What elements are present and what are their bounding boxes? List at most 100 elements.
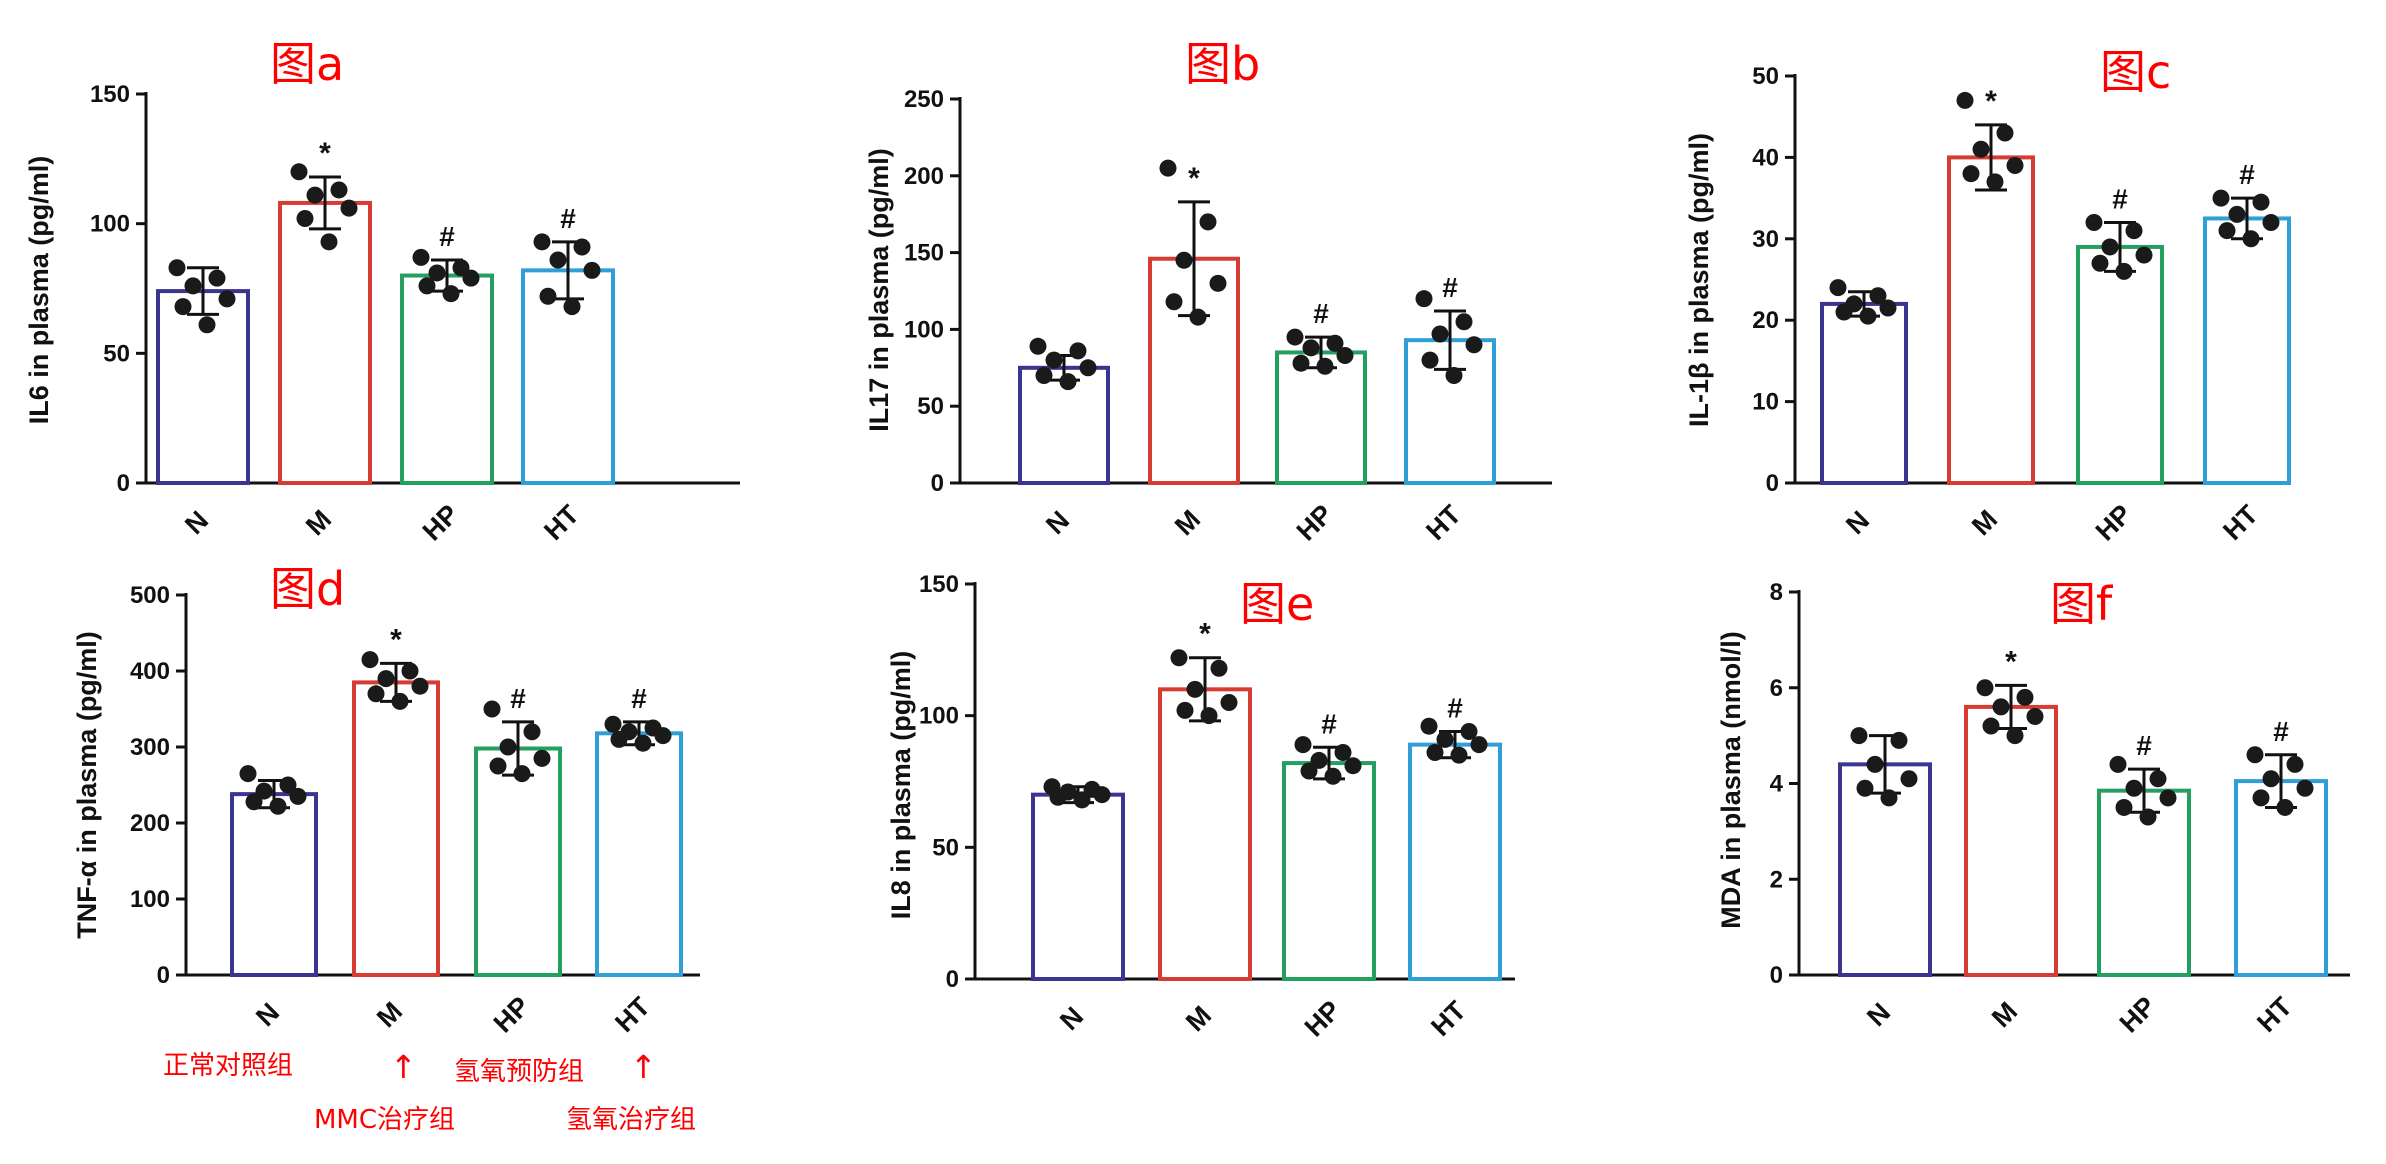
category-label-M: M xyxy=(1169,504,1206,541)
data-point xyxy=(1210,659,1228,677)
data-point xyxy=(1336,347,1354,365)
data-point xyxy=(1059,373,1077,391)
panel-label: 图b xyxy=(1185,37,1260,91)
category-label-HP: HP xyxy=(1299,995,1347,1043)
data-point xyxy=(489,757,507,775)
data-point xyxy=(367,685,385,703)
data-point xyxy=(411,677,429,695)
data-point xyxy=(208,269,226,287)
significance-marker: * xyxy=(1985,85,1997,118)
category-label-HT: HT xyxy=(2251,991,2298,1038)
data-point xyxy=(2218,222,2236,240)
y-tick-label: 40 xyxy=(1752,144,1779,171)
y-tick-label: 0 xyxy=(931,470,944,497)
bar-M xyxy=(1158,687,1252,981)
category-label-HT: HT xyxy=(609,991,656,1038)
category-label-M: M xyxy=(1966,504,2003,541)
data-point xyxy=(1962,165,1980,183)
data-point xyxy=(604,715,622,733)
data-point xyxy=(1073,791,1091,809)
significance-marker: * xyxy=(1199,618,1211,651)
data-point xyxy=(1294,736,1312,754)
chart-panel-图e: 图e IL8 in plasma (pg/ml) 0 50 100 150 N * M # HP # H… xyxy=(886,571,1515,1043)
data-point xyxy=(279,776,297,794)
y-tick-label: 100 xyxy=(130,886,170,913)
data-point xyxy=(1300,762,1318,780)
annotation-hp-group: 氢氧预防组 xyxy=(454,1057,584,1087)
data-point xyxy=(2212,189,2230,207)
data-point xyxy=(523,723,541,741)
y-tick-label: 0 xyxy=(1766,470,1779,497)
category-label-M: M xyxy=(1180,1000,1217,1037)
data-point xyxy=(1334,744,1352,762)
annotation-n-group: 正常对照组 xyxy=(163,1051,293,1081)
y-tick-label: 50 xyxy=(103,340,130,367)
data-point xyxy=(483,700,501,718)
significance-marker: # xyxy=(2112,184,2128,215)
data-point xyxy=(330,181,348,199)
data-point xyxy=(340,199,358,217)
data-point xyxy=(533,233,551,251)
data-point xyxy=(290,163,308,181)
y-tick-label: 150 xyxy=(919,571,959,598)
data-point xyxy=(1976,679,1994,697)
data-point xyxy=(1431,325,1449,343)
y-tick-label: 500 xyxy=(130,582,170,609)
data-point xyxy=(634,734,652,752)
data-point xyxy=(1220,694,1238,711)
data-point xyxy=(2026,707,2044,725)
data-point xyxy=(361,651,379,669)
panel-label: 图f xyxy=(2050,577,2114,631)
data-point xyxy=(1049,788,1067,806)
data-point xyxy=(1302,339,1320,357)
y-tick-label: 8 xyxy=(1770,579,1783,606)
data-point xyxy=(1159,159,1177,177)
category-label-N: N xyxy=(1040,505,1075,540)
data-point xyxy=(1093,786,1111,804)
data-point xyxy=(539,287,557,305)
bar-N xyxy=(1820,301,1908,486)
data-point xyxy=(1992,698,2010,716)
y-axis-title: TNF-α in plasma (pg/ml) xyxy=(72,631,102,939)
y-tick-label: 4 xyxy=(1770,771,1784,798)
data-point xyxy=(1209,274,1227,292)
data-point xyxy=(2006,727,2024,745)
y-tick-label: 10 xyxy=(1752,389,1779,416)
category-label-HP: HP xyxy=(417,499,465,547)
y-axis-title: IL-1β in plasma (pg/ml) xyxy=(1684,133,1714,427)
annotation-ht-group: 氢氧治疗组 xyxy=(566,1105,696,1135)
y-tick-label: 100 xyxy=(90,211,130,238)
data-point xyxy=(1415,290,1433,308)
data-point xyxy=(1835,303,1853,321)
data-point xyxy=(1035,366,1053,384)
data-point xyxy=(1420,717,1438,735)
data-point xyxy=(296,209,314,227)
data-point xyxy=(563,298,581,316)
data-point xyxy=(1326,334,1344,352)
data-point xyxy=(1986,173,2004,191)
significance-marker: * xyxy=(319,137,331,170)
data-point xyxy=(2262,214,2280,232)
bar-HT xyxy=(2203,216,2291,485)
data-point xyxy=(289,787,307,805)
category-label-HT: HT xyxy=(538,499,585,546)
data-point xyxy=(184,277,202,295)
y-tick-label: 200 xyxy=(904,163,944,190)
data-point xyxy=(2115,798,2133,816)
category-label-HP: HP xyxy=(488,991,536,1039)
data-point xyxy=(255,782,273,800)
data-point xyxy=(174,298,192,316)
chart-panel-图b: 图b IL17 in plasma (pg/ml) 0 50 100 150 200 250 N… xyxy=(864,37,1552,547)
data-point xyxy=(1436,730,1454,748)
data-point xyxy=(1292,354,1310,372)
data-point xyxy=(442,285,460,303)
category-label-HP: HP xyxy=(2090,499,2138,547)
category-label-HT: HT xyxy=(2217,499,2264,546)
y-tick-label: 250 xyxy=(904,86,944,113)
significance-marker: # xyxy=(1321,708,1337,739)
data-point xyxy=(583,261,601,279)
data-point xyxy=(2262,770,2280,788)
bar-HT xyxy=(1408,742,1502,982)
category-label-M: M xyxy=(300,504,337,541)
y-tick-label: 200 xyxy=(130,810,170,837)
